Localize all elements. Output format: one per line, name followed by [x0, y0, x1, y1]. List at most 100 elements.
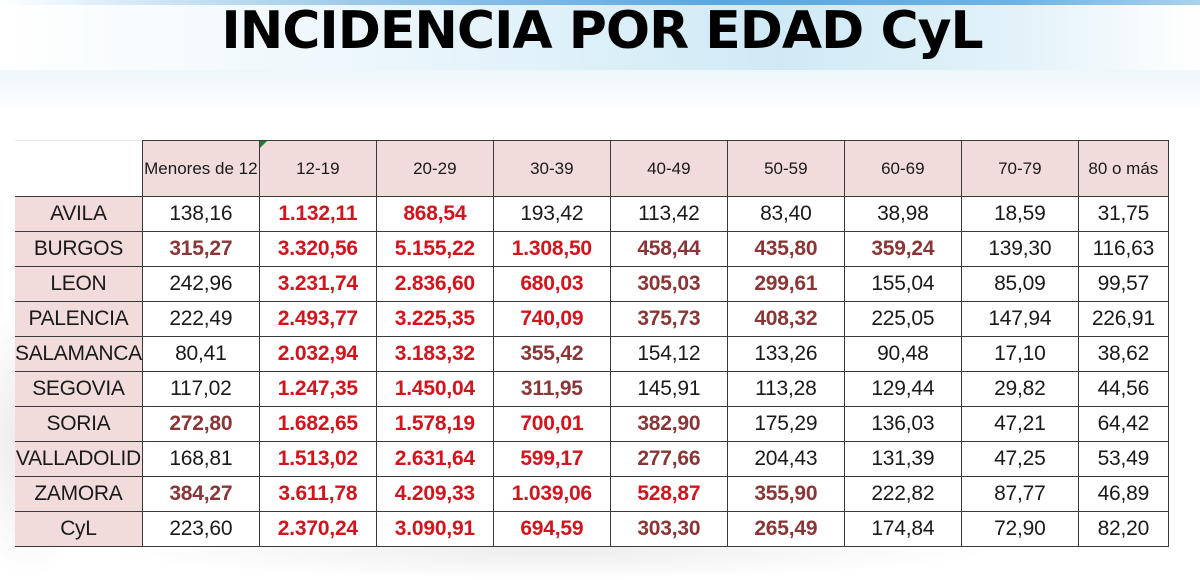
- row-header: SORIA: [15, 406, 143, 442]
- data-cell: 1.450,04: [375, 371, 494, 407]
- row-header: VALLADOLID: [15, 441, 143, 477]
- data-cell: 83,40: [726, 196, 845, 232]
- data-cell: 38,98: [843, 196, 962, 232]
- table-row: AVILA 138,16 1.132,11 868,54 193,42 113,42 83,…: [15, 196, 1169, 232]
- comment-indicator-icon: [259, 141, 267, 148]
- incidence-table: Menores de 12 12-19 20-29 30-39 40-49 50…: [15, 140, 1169, 547]
- data-cell: 222,82: [843, 476, 962, 512]
- data-cell: 384,27: [141, 476, 260, 512]
- data-cell: 3.611,78: [258, 476, 377, 512]
- data-cell: 168,81: [141, 441, 260, 477]
- column-header: 50-59: [726, 140, 845, 197]
- data-cell: 315,27: [141, 231, 260, 267]
- data-cell: 3.090,91: [375, 511, 494, 547]
- data-cell: 1.308,50: [492, 231, 611, 267]
- data-cell: 1.513,02: [258, 441, 377, 477]
- table-row: VALLADOLID 168,81 1.513,02 2.631,64 599,17 27…: [15, 441, 1169, 477]
- data-cell: 599,17: [492, 441, 611, 477]
- data-cell: 277,66: [609, 441, 728, 477]
- data-cell: 528,87: [609, 476, 728, 512]
- data-cell: 740,09: [492, 301, 611, 337]
- data-cell: 223,60: [141, 511, 260, 547]
- data-cell: 700,01: [492, 406, 611, 442]
- data-cell: 1.578,19: [375, 406, 494, 442]
- data-cell: 2.631,64: [375, 441, 494, 477]
- data-cell: 44,56: [1077, 371, 1169, 407]
- data-cell: 222,49: [141, 301, 260, 337]
- data-cell: 38,62: [1077, 336, 1169, 372]
- page-title: INCIDENCIA POR EDAD CyL: [221, 1, 983, 61]
- table-row: SEGOVIA 117,02 1.247,35 1.450,04 311,95 145,9…: [15, 371, 1169, 407]
- data-cell: 3.231,74: [258, 266, 377, 302]
- column-header: 20-29: [375, 140, 494, 197]
- data-cell: 694,59: [492, 511, 611, 547]
- data-cell: 680,03: [492, 266, 611, 302]
- data-cell: 117,02: [141, 371, 260, 407]
- row-header: BURGOS: [15, 231, 143, 267]
- data-cell: 116,63: [1077, 231, 1169, 267]
- data-cell: 226,91: [1077, 301, 1169, 337]
- data-cell: 90,48: [843, 336, 962, 372]
- data-cell: 47,25: [960, 441, 1079, 477]
- data-cell: 147,94: [960, 301, 1079, 337]
- data-cell: 64,42: [1077, 406, 1169, 442]
- data-cell: 355,90: [726, 476, 845, 512]
- data-cell: 299,61: [726, 266, 845, 302]
- row-header: SALAMANCA: [15, 336, 143, 372]
- data-cell: 82,20: [1077, 511, 1169, 547]
- data-cell: 265,49: [726, 511, 845, 547]
- data-cell: 272,80: [141, 406, 260, 442]
- data-cell: 18,59: [960, 196, 1079, 232]
- data-cell: 85,09: [960, 266, 1079, 302]
- data-cell: 87,77: [960, 476, 1079, 512]
- data-cell: 225,05: [843, 301, 962, 337]
- data-cell: 136,03: [843, 406, 962, 442]
- row-header: AVILA: [15, 196, 143, 232]
- data-cell: 47,21: [960, 406, 1079, 442]
- row-header: ZAMORA: [15, 476, 143, 512]
- data-cell: 355,42: [492, 336, 611, 372]
- table-body: AVILA 138,16 1.132,11 868,54 193,42 113,42 83,…: [15, 196, 1169, 547]
- data-cell: 204,43: [726, 441, 845, 477]
- data-cell: 1.682,65: [258, 406, 377, 442]
- table-row: SALAMANCA 80,41 2.032,94 3.183,32 355,42 154,…: [15, 336, 1169, 372]
- table-row: PALENCIA 222,49 2.493,77 3.225,35 740,09 375,…: [15, 301, 1169, 337]
- data-cell: 72,90: [960, 511, 1079, 547]
- data-cell: 382,90: [609, 406, 728, 442]
- data-cell: 17,10: [960, 336, 1079, 372]
- data-cell: 5.155,22: [375, 231, 494, 267]
- row-header: SEGOVIA: [15, 371, 143, 407]
- data-cell: 868,54: [375, 196, 494, 232]
- data-cell: 174,84: [843, 511, 962, 547]
- data-cell: 2.493,77: [258, 301, 377, 337]
- column-header: 12-19: [258, 140, 377, 197]
- data-cell: 3.225,35: [375, 301, 494, 337]
- data-cell: 138,16: [141, 196, 260, 232]
- row-header: CyL: [15, 511, 143, 547]
- data-cell: 303,30: [609, 511, 728, 547]
- data-cell: 193,42: [492, 196, 611, 232]
- column-header: 40-49: [609, 140, 728, 197]
- data-cell: 375,73: [609, 301, 728, 337]
- data-cell: 46,89: [1077, 476, 1169, 512]
- data-cell: 2.032,94: [258, 336, 377, 372]
- data-cell: 113,42: [609, 196, 728, 232]
- row-header: LEON: [15, 266, 143, 302]
- data-cell: 311,95: [492, 371, 611, 407]
- table-row: SORIA 272,80 1.682,65 1.578,19 700,01 382,90 1…: [15, 406, 1169, 442]
- data-cell: 29,82: [960, 371, 1079, 407]
- data-cell: 2.836,60: [375, 266, 494, 302]
- data-cell: 133,26: [726, 336, 845, 372]
- data-cell: 129,44: [843, 371, 962, 407]
- table-row: BURGOS 315,27 3.320,56 5.155,22 1.308,50 458,…: [15, 231, 1169, 267]
- data-cell: 139,30: [960, 231, 1079, 267]
- data-cell: 242,96: [141, 266, 260, 302]
- column-header: 30-39: [492, 140, 611, 197]
- data-cell: 53,49: [1077, 441, 1169, 477]
- row-header: PALENCIA: [15, 301, 143, 337]
- data-cell: 99,57: [1077, 266, 1169, 302]
- data-cell: 155,04: [843, 266, 962, 302]
- data-cell: 458,44: [609, 231, 728, 267]
- data-cell: 3.183,32: [375, 336, 494, 372]
- data-cell: 3.320,56: [258, 231, 377, 267]
